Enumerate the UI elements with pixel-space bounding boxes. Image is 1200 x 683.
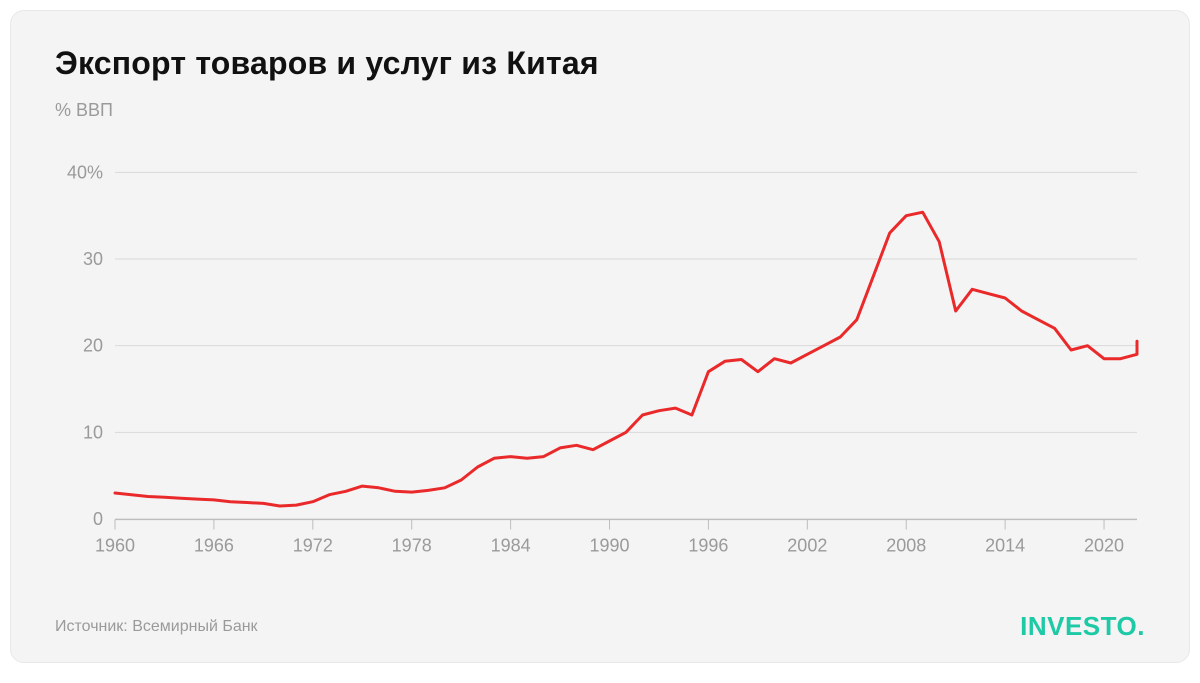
y-axis-label: 10 — [83, 422, 103, 442]
source-label: Источник: Всемирный Банк — [55, 618, 258, 636]
x-axis-label: 2014 — [985, 536, 1025, 556]
x-axis-label: 1984 — [491, 536, 531, 556]
y-axis-label: 20 — [83, 336, 103, 356]
x-axis-label: 2008 — [886, 536, 926, 556]
chart-plot-area: 0 10 20 30 40% 1960 1966 1972 1978 1984 1990 1996 20… — [55, 135, 1145, 565]
chart-subtitle: % ВВП — [55, 100, 1145, 121]
x-axis-label: 1996 — [688, 536, 728, 556]
x-axis-label: 2020 — [1084, 536, 1124, 556]
data-series-line — [115, 212, 1137, 506]
y-axis-label: 30 — [83, 249, 103, 269]
y-axis-label: 0 — [93, 509, 103, 529]
chart-card: Экспорт товаров и услуг из Китая % ВВП 0… — [10, 10, 1190, 663]
x-axis-label: 1972 — [293, 536, 333, 556]
chart-title: Экспорт товаров и услуг из Китая — [55, 45, 1145, 82]
y-axis-label: 40% — [67, 162, 103, 182]
line-chart-svg: 0 10 20 30 40% 1960 1966 1972 1978 1984 1990 1996 20… — [55, 135, 1147, 565]
x-axis-label: 1978 — [392, 536, 432, 556]
x-axis-label: 1960 — [95, 536, 135, 556]
x-axis-label: 2002 — [787, 536, 827, 556]
x-axis-label: 1966 — [194, 536, 234, 556]
brand-logo: INVESTO. — [1020, 611, 1145, 642]
x-axis-label: 1990 — [589, 536, 629, 556]
